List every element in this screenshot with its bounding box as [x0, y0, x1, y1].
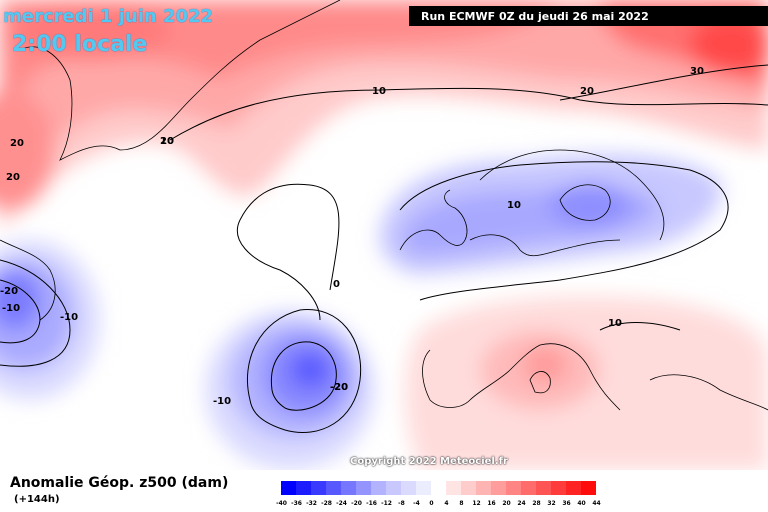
legend-tick-label: -32 [306, 500, 317, 507]
contour-label: 10 [507, 200, 521, 211]
legend-tick-label: 28 [532, 500, 541, 507]
legend-swatch [356, 481, 371, 495]
legend-swatch [566, 481, 581, 495]
legend-tick-label: 20 [502, 500, 511, 507]
contour-label: 20 [580, 86, 594, 97]
legend-tick-label: 16 [487, 500, 496, 507]
legend-tick-label: -20 [351, 500, 362, 507]
copyright-text: Copyright 2022 Meteociel.fr [350, 456, 508, 467]
legend-swatch [506, 481, 521, 495]
legend-tick-label: 12 [472, 500, 481, 507]
contour-label: -20 [0, 286, 18, 297]
legend-tick-label: -4 [413, 500, 420, 507]
legend-swatch [341, 481, 356, 495]
legend-tick-label: 24 [517, 500, 526, 507]
legend-swatch [581, 481, 596, 495]
legend-tick-label: -8 [398, 500, 405, 507]
legend-swatch [326, 481, 341, 495]
run-info-text: Run ECMWF 0Z du jeudi 26 mai 2022 [421, 9, 649, 23]
contour-label: 0 [333, 279, 340, 290]
legend-tick-label: -16 [366, 500, 377, 507]
legend-swatch [431, 481, 446, 495]
legend-tick-label: 0 [429, 500, 434, 507]
contour-label: 10 [160, 136, 174, 147]
legend-swatch [281, 481, 296, 495]
legend-swatch [446, 481, 461, 495]
legend-tick-label: 36 [562, 500, 571, 507]
legend-tick-label: -36 [291, 500, 302, 507]
lead-time-label: (+144h) [14, 494, 60, 505]
legend-swatch [521, 481, 536, 495]
contour-label: 10 [608, 318, 622, 329]
legend-tick-label: 8 [459, 500, 464, 507]
legend-swatch [476, 481, 491, 495]
variable-title: Anomalie Géop. z500 (dam) [10, 475, 229, 491]
legend-tick-label: 40 [577, 500, 586, 507]
run-info-banner: Run ECMWF 0Z du jeudi 26 mai 2022 [409, 6, 768, 26]
legend-swatch [416, 481, 431, 495]
legend-swatch [371, 481, 386, 495]
color-scale-ticks: -40 -36 -32 -28 -24 -20 -16 -12 -8 -4 0 4 8 12 16 20 24 2… [274, 500, 604, 507]
legend-tick-label: -12 [381, 500, 392, 507]
contour-label: 20 [10, 138, 24, 149]
contour-label: 10 [372, 86, 386, 97]
contour-label: -20 [330, 382, 348, 393]
legend-tick-label: -40 [276, 500, 287, 507]
contour-label: -20 [330, 382, 348, 393]
legend-tick-label: 32 [547, 500, 556, 507]
legend-tick-label: 44 [592, 500, 601, 507]
legend-swatch [386, 481, 401, 495]
legend-tick-label: 4 [444, 500, 449, 507]
contour-label: -10 [2, 303, 20, 314]
legend-tick-label: -28 [321, 500, 332, 507]
contour-label: -10 [60, 312, 78, 323]
legend-tick-label: -24 [336, 500, 347, 507]
legend-swatch [311, 481, 326, 495]
contour-label: 30 [690, 66, 704, 77]
legend-swatch [536, 481, 551, 495]
contour-label: -10 [213, 396, 231, 407]
valid-time-title: 2:00 locale [12, 32, 148, 57]
legend-swatch [551, 481, 566, 495]
contour-label: 20 [160, 136, 174, 147]
color-scale-legend [281, 481, 596, 495]
legend-swatch [461, 481, 476, 495]
valid-date-title: mercredi 1 juin 2022 [3, 6, 214, 27]
legend-swatch [491, 481, 506, 495]
legend-swatch [296, 481, 311, 495]
contour-label: 20 [6, 172, 20, 183]
legend-swatch [401, 481, 416, 495]
